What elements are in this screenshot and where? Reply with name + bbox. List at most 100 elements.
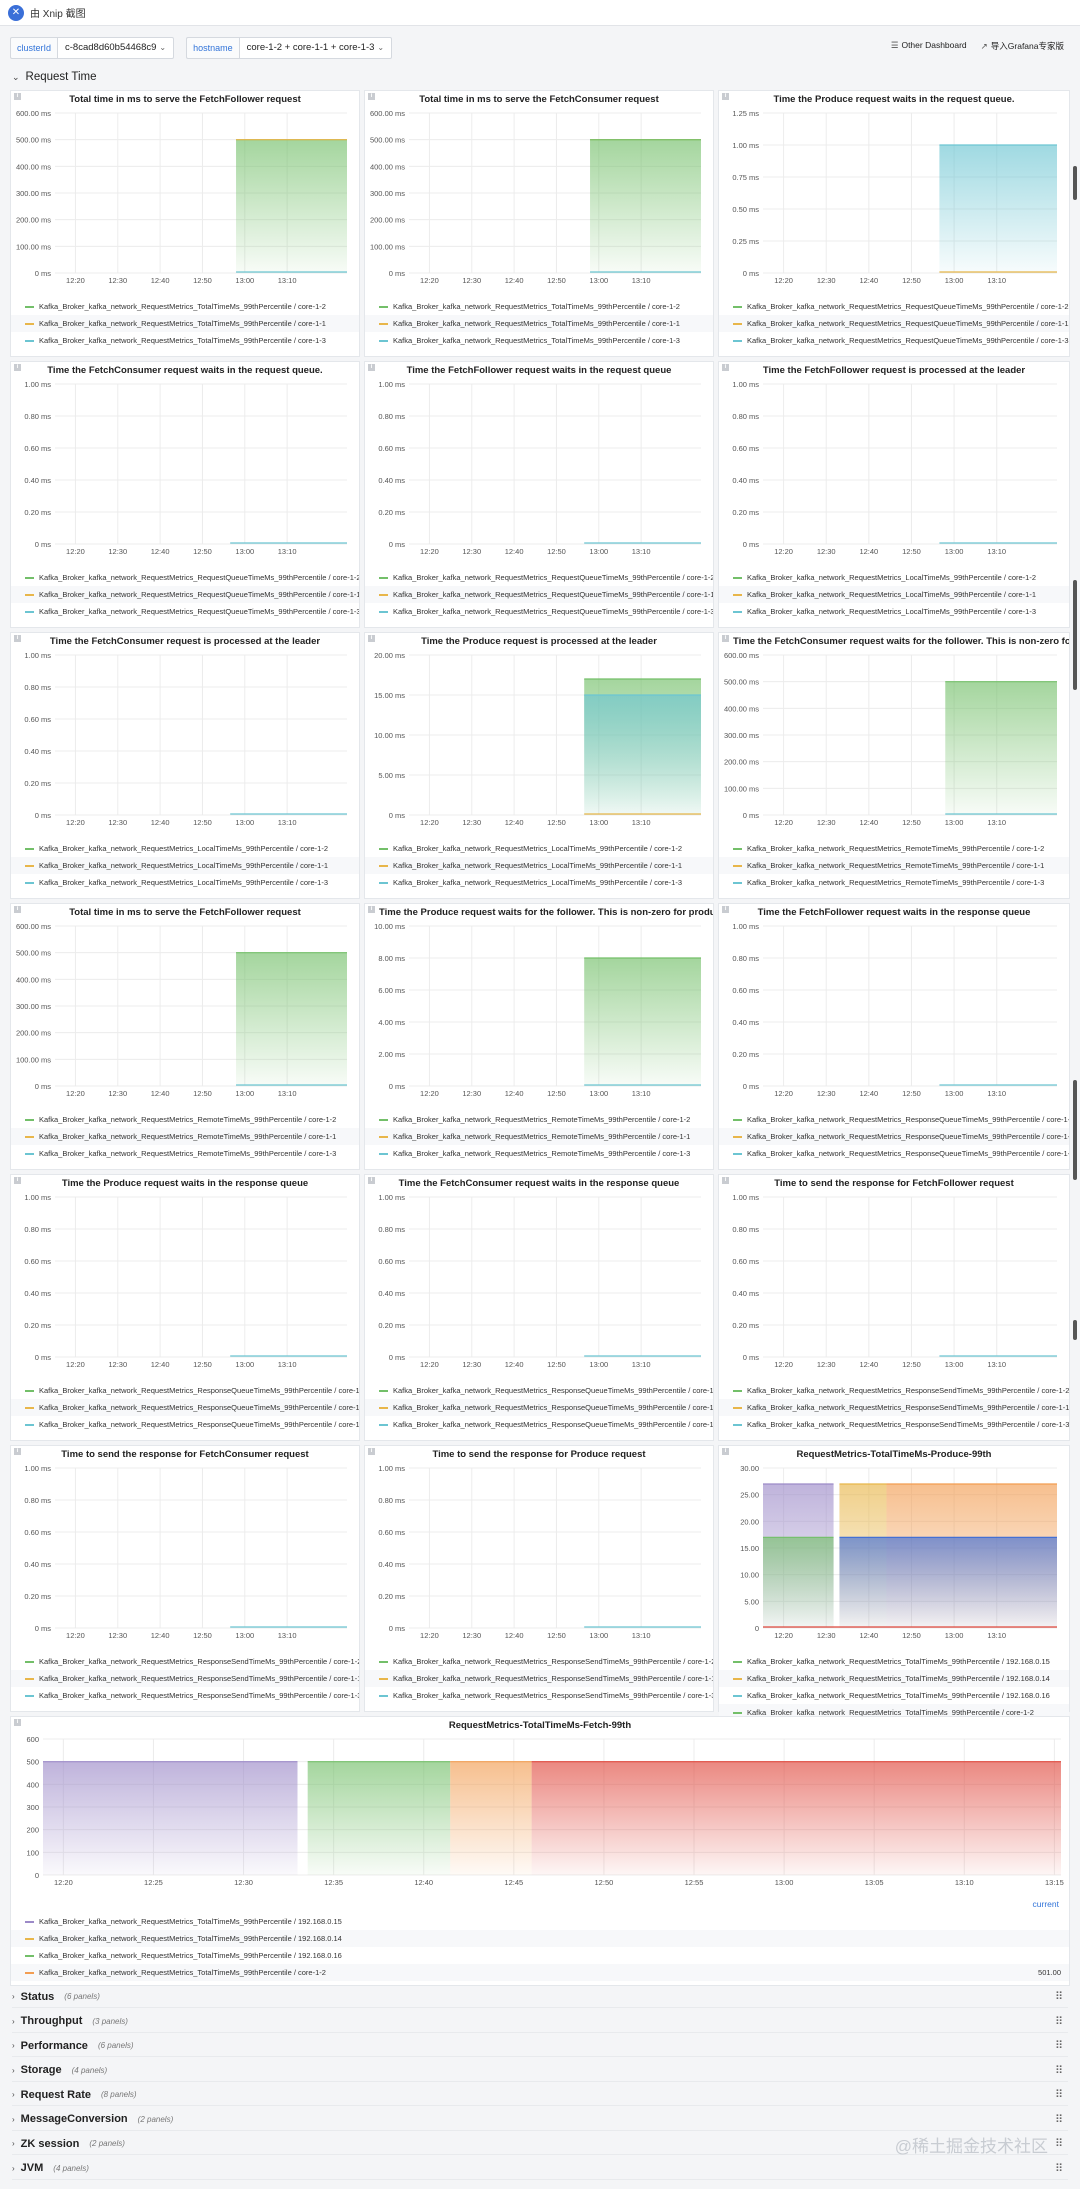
legend-item[interactable]: Kafka_Broker_kafka_network_RequestMetric… bbox=[365, 315, 713, 332]
legend-item[interactable]: Kafka_Broker_kafka_network_RequestMetric… bbox=[11, 1399, 359, 1416]
info-icon[interactable]: i bbox=[14, 635, 21, 642]
info-icon[interactable]: i bbox=[14, 1177, 21, 1184]
info-icon[interactable]: i bbox=[722, 906, 729, 913]
legend-item[interactable]: Kafka_Broker_kafka_network_RequestMetric… bbox=[11, 874, 359, 891]
graph-panel[interactable]: i Time the FetchFollower request waits in… bbox=[364, 361, 714, 628]
info-icon[interactable]: i bbox=[14, 364, 21, 371]
legend-item[interactable]: Kafka_Broker_kafka_network_RequestMetric… bbox=[11, 1653, 359, 1670]
info-icon[interactable]: i bbox=[722, 1448, 729, 1455]
graph-panel[interactable]: i Time the FetchConsumer request waits in… bbox=[10, 361, 360, 628]
legend-item[interactable]: Kafka_Broker_kafka_network_RequestMetric… bbox=[719, 1653, 1069, 1670]
graph-panel[interactable]: i Total time in ms to serve the FetchCons… bbox=[364, 90, 714, 357]
legend-item[interactable]: Kafka_Broker_kafka_network_RequestMetric… bbox=[365, 332, 713, 349]
legend-item[interactable]: Kafka_Broker_kafka_network_RequestMetric… bbox=[365, 1111, 713, 1128]
legend-item[interactable]: Kafka_Broker_kafka_network_RequestMetric… bbox=[11, 603, 359, 620]
legend-item[interactable]: Kafka_Broker_kafka_network_RequestMetric… bbox=[719, 1416, 1069, 1433]
graph-panel[interactable]: i RequestMetrics-TotalTimeMs-Fetch-99th 60… bbox=[10, 1716, 1070, 1986]
info-icon[interactable]: i bbox=[722, 1177, 729, 1184]
info-icon[interactable]: i bbox=[368, 93, 375, 100]
info-icon[interactable]: i bbox=[722, 364, 729, 371]
info-icon[interactable]: i bbox=[368, 364, 375, 371]
info-icon[interactable]: i bbox=[14, 1448, 21, 1455]
collapsed-row[interactable]: › JVM (4 panels) ⠿ bbox=[12, 2158, 1068, 2180]
graph-panel[interactable]: i Time the FetchConsumer request waits in… bbox=[364, 1174, 714, 1441]
legend-item[interactable]: Kafka_Broker_kafka_network_RequestMetric… bbox=[11, 1964, 1069, 1981]
collapsed-row[interactable]: › Performance (6 panels) ⠿ bbox=[12, 2035, 1068, 2057]
legend-item[interactable]: Kafka_Broker_kafka_network_RequestMetric… bbox=[11, 1930, 1069, 1947]
legend-item[interactable]: Kafka_Broker_kafka_network_RequestMetric… bbox=[719, 874, 1069, 891]
legend-item[interactable]: Kafka_Broker_kafka_network_RequestMetric… bbox=[11, 1111, 359, 1128]
graph-panel[interactable]: i Time the FetchFollower request waits in… bbox=[718, 903, 1070, 1170]
info-icon[interactable]: i bbox=[368, 1448, 375, 1455]
other-dashboard-link[interactable]: ☰ Other Dashboard bbox=[891, 40, 967, 52]
collapsed-row[interactable]: › Throughput (3 panels) ⠿ bbox=[12, 2011, 1068, 2033]
graph-panel[interactable]: i Time the Produce request waits in the r… bbox=[718, 90, 1070, 357]
graph-panel[interactable]: i Time the FetchFollower request is proce… bbox=[718, 361, 1070, 628]
legend-item[interactable]: Kafka_Broker_kafka_network_RequestMetric… bbox=[365, 1145, 713, 1162]
legend-item[interactable]: Kafka_Broker_kafka_network_RequestMetric… bbox=[365, 1670, 713, 1687]
legend-item[interactable]: Kafka_Broker_kafka_network_RequestMetric… bbox=[719, 569, 1069, 586]
graph-panel[interactable]: i Time the Produce request waits for the … bbox=[364, 903, 714, 1170]
info-icon[interactable]: i bbox=[14, 1719, 21, 1726]
legend-item[interactable]: Kafka_Broker_kafka_network_RequestMetric… bbox=[11, 1947, 1069, 1964]
legend-item[interactable]: Kafka_Broker_kafka_network_RequestMetric… bbox=[365, 1416, 713, 1433]
collapsed-row[interactable]: › MessageConversion (2 panels) ⠿ bbox=[12, 2109, 1068, 2131]
legend-item[interactable]: Kafka_Broker_kafka_network_RequestMetric… bbox=[365, 298, 713, 315]
scrollbar[interactable] bbox=[1073, 160, 1078, 2160]
legend-item[interactable]: Kafka_Broker_kafka_network_RequestMetric… bbox=[719, 1687, 1069, 1704]
legend-item[interactable]: Kafka_Broker_kafka_network_RequestMetric… bbox=[719, 857, 1069, 874]
legend-item[interactable]: Kafka_Broker_kafka_network_RequestMetric… bbox=[719, 1111, 1069, 1128]
graph-panel[interactable]: i Time the FetchConsumer request waits fo… bbox=[718, 632, 1070, 899]
legend-item[interactable]: Kafka_Broker_kafka_network_RequestMetric… bbox=[365, 857, 713, 874]
graph-panel[interactable]: i Total time in ms to serve the FetchFoll… bbox=[10, 903, 360, 1170]
legend-item[interactable]: Kafka_Broker_kafka_network_RequestMetric… bbox=[11, 298, 359, 315]
legend-item[interactable]: Kafka_Broker_kafka_network_RequestMetric… bbox=[719, 315, 1069, 332]
legend-item[interactable]: Kafka_Broker_kafka_network_RequestMetric… bbox=[11, 569, 359, 586]
graph-panel[interactable]: i Time to send the response for Produce r… bbox=[364, 1445, 714, 1712]
collapsed-row[interactable]: › ZK session (2 panels) ⠿ bbox=[12, 2133, 1068, 2155]
legend-item[interactable]: Kafka_Broker_kafka_network_RequestMetric… bbox=[719, 603, 1069, 620]
legend-item[interactable]: Kafka_Broker_kafka_network_RequestMetric… bbox=[719, 1382, 1069, 1399]
graph-panel[interactable]: i Time the Produce request is processed a… bbox=[364, 632, 714, 899]
legend-item[interactable]: Kafka_Broker_kafka_network_RequestMetric… bbox=[719, 332, 1069, 349]
legend-item[interactable]: Kafka_Broker_kafka_network_RequestMetric… bbox=[11, 1382, 359, 1399]
graph-panel[interactable]: i Time to send the response for FetchCons… bbox=[10, 1445, 360, 1712]
legend-item[interactable]: Kafka_Broker_kafka_network_RequestMetric… bbox=[365, 1399, 713, 1416]
hostname-select[interactable]: core-1-2 + core-1-1 + core-1-3 ⌄ bbox=[238, 37, 393, 59]
info-icon[interactable]: i bbox=[368, 1177, 375, 1184]
legend-item[interactable]: Kafka_Broker_kafka_network_RequestMetric… bbox=[365, 586, 713, 603]
legend-item[interactable]: Kafka_Broker_kafka_network_RequestMetric… bbox=[365, 569, 713, 586]
legend-item[interactable]: Kafka_Broker_kafka_network_RequestMetric… bbox=[11, 1128, 359, 1145]
legend-item[interactable]: Kafka_Broker_kafka_network_RequestMetric… bbox=[365, 1382, 713, 1399]
info-icon[interactable]: i bbox=[368, 906, 375, 913]
legend-item[interactable]: Kafka_Broker_kafka_network_RequestMetric… bbox=[365, 1687, 713, 1704]
legend-item[interactable]: Kafka_Broker_kafka_network_RequestMetric… bbox=[11, 586, 359, 603]
legend-item[interactable]: Kafka_Broker_kafka_network_RequestMetric… bbox=[719, 1145, 1069, 1162]
legend-item[interactable]: Kafka_Broker_kafka_network_RequestMetric… bbox=[365, 1653, 713, 1670]
legend-item[interactable]: Kafka_Broker_kafka_network_RequestMetric… bbox=[719, 1399, 1069, 1416]
legend-item[interactable]: Kafka_Broker_kafka_network_RequestMetric… bbox=[11, 315, 359, 332]
legend-item[interactable]: Kafka_Broker_kafka_network_RequestMetric… bbox=[365, 840, 713, 857]
legend-item[interactable]: Kafka_Broker_kafka_network_RequestMetric… bbox=[365, 874, 713, 891]
legend-item[interactable]: Kafka_Broker_kafka_network_RequestMetric… bbox=[11, 1687, 359, 1704]
legend-item[interactable]: Kafka_Broker_kafka_network_RequestMetric… bbox=[719, 840, 1069, 857]
collapsed-row[interactable]: › Request Rate (8 panels) ⠿ bbox=[12, 2084, 1068, 2106]
legend-item[interactable]: Kafka_Broker_kafka_network_RequestMetric… bbox=[719, 1670, 1069, 1687]
legend-item[interactable]: Kafka_Broker_kafka_network_RequestMetric… bbox=[11, 840, 359, 857]
legend-item[interactable]: Kafka_Broker_kafka_network_RequestMetric… bbox=[719, 1128, 1069, 1145]
graph-panel[interactable]: i RequestMetrics-TotalTimeMs-Produce-99th… bbox=[718, 1445, 1070, 1721]
info-icon[interactable]: i bbox=[14, 93, 21, 100]
row-request-time[interactable]: ⌄ Request Time bbox=[12, 69, 97, 85]
legend-item[interactable]: Kafka_Broker_kafka_network_RequestMetric… bbox=[365, 1128, 713, 1145]
legend-item[interactable]: Kafka_Broker_kafka_network_RequestMetric… bbox=[11, 1416, 359, 1433]
cluster-id-select[interactable]: c-8cad8d60b54468c9 ⌄ bbox=[57, 37, 175, 59]
legend-item[interactable]: Kafka_Broker_kafka_network_RequestMetric… bbox=[719, 298, 1069, 315]
legend-item[interactable]: Kafka_Broker_kafka_network_RequestMetric… bbox=[11, 857, 359, 874]
graph-panel[interactable]: i Time the FetchConsumer request is proce… bbox=[10, 632, 360, 899]
legend-item[interactable]: Kafka_Broker_kafka_network_RequestMetric… bbox=[365, 603, 713, 620]
info-icon[interactable]: i bbox=[722, 93, 729, 100]
graph-panel[interactable]: i Time to send the response for FetchFoll… bbox=[718, 1174, 1070, 1441]
legend-item[interactable]: Kafka_Broker_kafka_network_RequestMetric… bbox=[11, 332, 359, 349]
info-icon[interactable]: i bbox=[14, 906, 21, 913]
collapsed-row[interactable]: › Storage (4 panels) ⠿ bbox=[12, 2060, 1068, 2082]
